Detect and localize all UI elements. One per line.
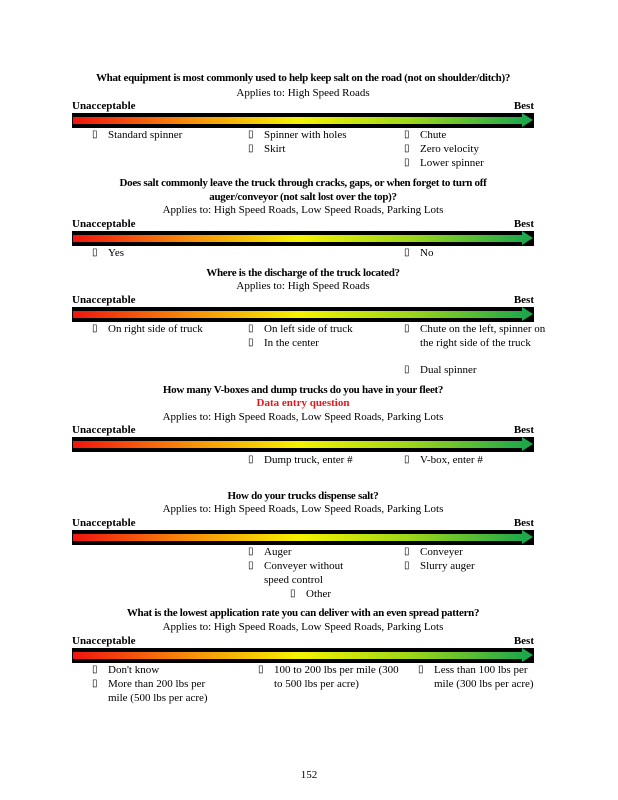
gradient-strip [73, 652, 524, 659]
option-label: Less than 100 lbs per mile (300 lbs per … [434, 664, 534, 690]
option-label: Skirt [264, 143, 286, 155]
option-label: More than 200 lbs per mile (500 lbs per … [108, 678, 208, 704]
option-label: V-box, enter # [420, 454, 483, 466]
checkbox-icon[interactable]: ▯ [248, 337, 254, 348]
checkbox-icon[interactable]: ▯ [404, 143, 410, 154]
option-label: Chute on the left, spinner on the right … [420, 323, 546, 349]
option-label: Other [306, 588, 332, 600]
checkbox-icon[interactable]: ▯ [404, 323, 410, 334]
checkbox-icon[interactable]: ▯ [92, 664, 98, 675]
scale-high-label: Best [513, 294, 534, 306]
applies-to: Applies to: High Speed Roads [236, 280, 370, 292]
rating-scale-bar [72, 437, 534, 452]
gradient-strip [73, 311, 524, 318]
checkbox-icon[interactable]: ▯ [92, 323, 98, 334]
checkbox-icon[interactable]: ▯ [290, 588, 296, 599]
checkbox-icon[interactable]: ▯ [248, 560, 254, 571]
applies-to: Applies to: High Speed Roads, Low Speed … [162, 411, 444, 423]
option-label: Spinner with holes [264, 129, 347, 141]
option-label: On right side of truck [108, 323, 203, 335]
arrow-head-icon [522, 437, 533, 451]
checkbox-icon[interactable]: ▯ [248, 546, 254, 557]
option-label: In the center [264, 337, 319, 349]
option-label: 100 to 200 lbs per mile (300 to 500 lbs … [274, 664, 399, 690]
applies-to: Applies to: High Speed Roads, Low Speed … [162, 204, 444, 216]
checkbox-icon[interactable]: ▯ [92, 129, 98, 140]
rating-scale-bar [72, 113, 534, 128]
option-label: Don't know [108, 664, 160, 676]
scale-low-label: Unacceptable [72, 424, 136, 436]
scale-high-label: Best [513, 218, 534, 230]
scale-high-label: Best [513, 635, 534, 647]
gradient-strip [73, 534, 524, 541]
option-label: Yes [108, 247, 125, 259]
checkbox-icon[interactable]: ▯ [92, 247, 98, 258]
gradient-strip [73, 441, 524, 448]
scale-low-label: Unacceptable [72, 294, 136, 306]
question-title: How many V-boxes and dump trucks do you … [162, 384, 444, 396]
question-title: auger/conveyor (not salt lost over the t… [209, 191, 397, 203]
arrow-head-icon [522, 648, 533, 662]
question-title: What is the lowest application rate you … [126, 607, 480, 619]
checkbox-icon[interactable]: ▯ [404, 129, 410, 140]
scale-high-label: Best [513, 100, 534, 112]
option-label: On left side of truck [264, 323, 353, 335]
page-number: 152 [300, 769, 318, 781]
scale-low-label: Unacceptable [72, 635, 136, 647]
option-label: Chute [420, 129, 447, 141]
data-entry-note: Data entry question [256, 397, 350, 409]
scale-low-label: Unacceptable [72, 517, 136, 529]
rating-scale-bar [72, 231, 534, 246]
arrow-head-icon [522, 113, 533, 127]
rating-scale-bar [72, 530, 534, 545]
applies-to: Applies to: High Speed Roads, Low Speed … [162, 621, 444, 633]
checkbox-icon[interactable]: ▯ [258, 664, 264, 675]
question-title: How do your trucks dispense salt? [227, 490, 379, 502]
scale-high-label: Best [513, 424, 534, 436]
checkbox-icon[interactable]: ▯ [404, 247, 410, 258]
question-title: Where is the discharge of the truck loca… [206, 267, 400, 279]
checkbox-icon[interactable]: ▯ [418, 664, 424, 675]
checkbox-icon[interactable]: ▯ [248, 323, 254, 334]
option-label: Dump truck, enter # [264, 454, 353, 466]
option-label: Conveyer [420, 546, 463, 558]
checkbox-icon[interactable]: ▯ [248, 454, 254, 465]
applies-to: Applies to: High Speed Roads, Low Speed … [162, 503, 444, 515]
checkbox-icon[interactable]: ▯ [404, 157, 410, 168]
gradient-strip [73, 117, 524, 124]
scale-high-label: Best [513, 517, 534, 529]
question-title: What equipment is most commonly used to … [95, 72, 511, 84]
arrow-head-icon [522, 231, 533, 245]
scale-low-label: Unacceptable [72, 100, 136, 112]
option-label: Conveyer without speed control [264, 560, 344, 586]
option-label: Zero velocity [420, 143, 479, 155]
checkbox-icon[interactable]: ▯ [92, 678, 98, 689]
checkbox-icon[interactable]: ▯ [248, 129, 254, 140]
option-label: Standard spinner [108, 129, 183, 141]
option-label: Dual spinner [420, 364, 477, 376]
checkbox-icon[interactable]: ▯ [404, 560, 410, 571]
arrow-head-icon [522, 530, 533, 544]
checkbox-icon[interactable]: ▯ [404, 364, 410, 375]
question-title: Does salt commonly leave the truck throu… [119, 177, 487, 189]
applies-to: Applies to: High Speed Roads [236, 87, 370, 99]
scale-low-label: Unacceptable [72, 218, 136, 230]
option-label: Lower spinner [420, 157, 484, 169]
option-label: Slurry auger [420, 560, 475, 572]
checkbox-icon[interactable]: ▯ [404, 454, 410, 465]
checkbox-icon[interactable]: ▯ [248, 143, 254, 154]
option-label: No [420, 247, 434, 259]
rating-scale-bar [72, 648, 534, 663]
option-label: Auger [264, 546, 292, 558]
gradient-strip [73, 235, 524, 242]
arrow-head-icon [522, 307, 533, 321]
checkbox-icon[interactable]: ▯ [404, 546, 410, 557]
rating-scale-bar [72, 307, 534, 322]
